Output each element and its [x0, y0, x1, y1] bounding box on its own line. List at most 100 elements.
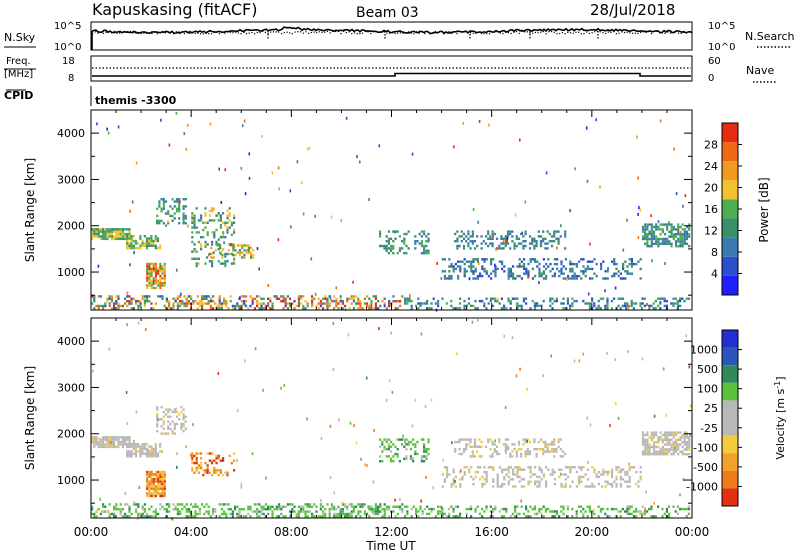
noise-cell	[642, 513, 645, 517]
data-cell	[97, 304, 100, 308]
data-cell	[644, 448, 647, 451]
data-cell	[233, 452, 236, 455]
data-cell	[172, 297, 175, 300]
data-cell	[146, 265, 149, 268]
data-cell	[137, 443, 140, 446]
data-cell	[496, 473, 499, 476]
data-cell	[104, 304, 107, 308]
data-cell	[204, 214, 207, 217]
data-cell	[202, 469, 205, 472]
data-cell	[193, 224, 196, 227]
data-cell	[170, 307, 173, 310]
data-cell	[457, 274, 460, 278]
data-cell	[492, 507, 495, 511]
data-cell	[128, 232, 131, 236]
data-cell	[115, 302, 118, 305]
data-cell	[158, 202, 161, 206]
data-cell	[537, 230, 540, 233]
noise-cell	[209, 122, 212, 126]
data-cell	[485, 307, 488, 310]
noise-cell	[411, 152, 414, 156]
data-cell	[425, 252, 428, 255]
data-cell	[619, 272, 622, 275]
data-cell	[172, 503, 175, 506]
data-cell	[95, 228, 98, 231]
data-cell	[617, 466, 620, 469]
data-cell	[476, 258, 479, 261]
x-tick-label: 20:00	[575, 525, 610, 539]
data-cell	[200, 216, 203, 220]
data-cell	[511, 230, 514, 233]
data-cell	[617, 510, 620, 513]
data-cell	[383, 448, 386, 451]
data-cell	[483, 470, 486, 474]
data-cell	[143, 510, 146, 513]
data-cell	[500, 242, 503, 245]
data-cell	[553, 510, 556, 513]
data-cell	[611, 475, 614, 479]
data-cell	[652, 302, 655, 305]
data-cell	[492, 466, 495, 469]
data-cell	[249, 246, 253, 250]
data-cell	[113, 228, 116, 231]
data-cell	[670, 443, 673, 446]
data-cell	[483, 304, 486, 308]
data-cell	[494, 270, 497, 273]
data-cell	[163, 282, 166, 285]
data-cell	[501, 262, 504, 266]
data-cell	[403, 438, 406, 441]
search-noise-point	[216, 31, 218, 33]
data-cell	[176, 302, 179, 305]
data-cell	[468, 260, 471, 263]
data-cell	[514, 473, 517, 476]
data-cell	[514, 277, 517, 280]
data-cell	[377, 300, 380, 303]
data-cell	[228, 214, 231, 217]
data-cell	[635, 302, 638, 305]
data-cell	[184, 214, 187, 218]
data-cell	[600, 267, 603, 271]
data-cell	[228, 454, 231, 458]
data-cell	[542, 265, 545, 268]
data-cell	[148, 494, 151, 498]
data-cell	[551, 473, 554, 476]
data-cell	[548, 232, 551, 236]
data-cell	[211, 264, 214, 268]
data-cell	[130, 247, 133, 250]
noise-cell	[220, 201, 223, 204]
data-cell	[154, 494, 158, 498]
data-cell	[385, 455, 388, 458]
data-cell	[99, 438, 102, 441]
data-cell	[335, 302, 338, 305]
data-cell	[215, 469, 218, 472]
data-cell	[195, 226, 198, 229]
data-cell	[644, 230, 647, 233]
data-cell	[383, 512, 386, 516]
data-cell	[426, 505, 429, 508]
data-cell	[150, 235, 153, 238]
data-cell	[624, 302, 627, 305]
data-cell	[212, 307, 215, 310]
data-cell	[370, 302, 373, 305]
noise-cell	[391, 390, 394, 394]
data-cell	[595, 262, 598, 266]
data-cell	[545, 262, 548, 266]
data-cell	[535, 452, 538, 456]
data-cell	[525, 297, 528, 300]
data-cell	[558, 468, 561, 471]
data-cell	[650, 445, 653, 449]
data-cell	[566, 299, 569, 303]
noise-cell	[183, 132, 186, 136]
data-cell	[602, 470, 605, 474]
noise-cell	[365, 376, 368, 380]
data-cell	[619, 468, 622, 471]
noise-cell	[651, 259, 653, 263]
data-cell	[564, 485, 567, 488]
data-cell	[472, 304, 475, 308]
search-noise-point	[615, 33, 617, 35]
data-cell	[134, 445, 138, 448]
data-cell	[110, 438, 113, 441]
data-cell	[198, 512, 201, 516]
data-cell	[137, 247, 140, 250]
